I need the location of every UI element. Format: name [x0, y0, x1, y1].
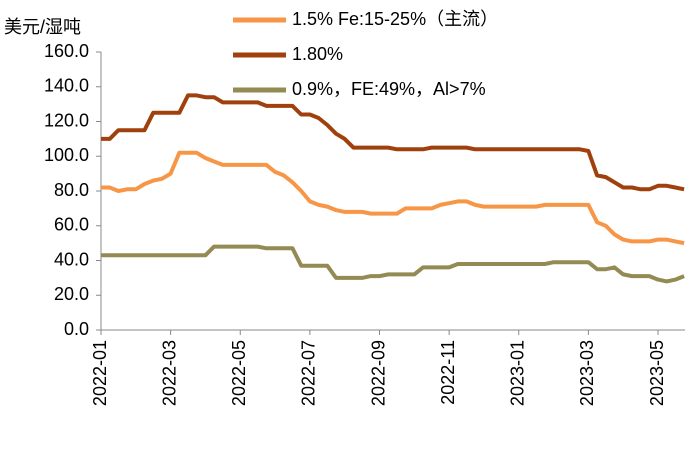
legend-label: 1.5% Fe:15-25%（主流）: [292, 9, 498, 29]
legend-label: 1.80%: [292, 44, 343, 64]
x-tick-label: 2022-09: [368, 340, 388, 406]
y-tick-label: 80.0: [54, 180, 89, 200]
x-tick-label: 2023-01: [508, 340, 528, 406]
y-tick-label: 140.0: [44, 76, 89, 96]
x-tick-label: 2022-03: [159, 340, 179, 406]
x-tick-label: 2022-05: [229, 340, 249, 406]
x-tick-label: 2023-05: [647, 340, 667, 406]
y-tick-label: 0.0: [64, 319, 89, 339]
y-tick-label: 100.0: [44, 145, 89, 165]
y-tick-label: 40.0: [54, 249, 89, 269]
y-tick-label: 160.0: [44, 41, 89, 61]
x-tick-label: 2023-03: [577, 340, 597, 406]
y-tick-label: 60.0: [54, 215, 89, 235]
y-tick-label: 120.0: [44, 110, 89, 130]
legend-label: 0.9%，FE:49%，Al>7%: [292, 79, 486, 99]
x-tick-label: 2022-11: [438, 340, 458, 405]
series-line: [101, 93, 685, 192]
y-axis-label: 美元/湿吨: [4, 17, 81, 37]
series-line: [101, 150, 685, 246]
series-line: [101, 244, 685, 284]
y-tick-label: 20.0: [54, 284, 89, 304]
x-tick-label: 2022-07: [299, 340, 319, 406]
x-tick-label: 2022-01: [90, 340, 110, 406]
